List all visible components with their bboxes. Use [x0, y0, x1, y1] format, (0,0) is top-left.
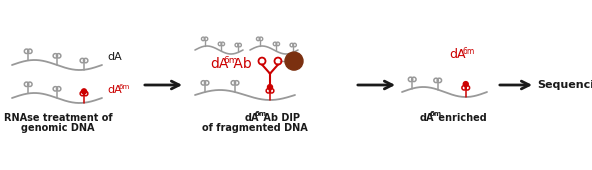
Text: 6m: 6m	[255, 112, 267, 117]
Text: Sequencing: Sequencing	[537, 80, 592, 90]
Circle shape	[285, 52, 303, 70]
Circle shape	[82, 89, 86, 94]
Text: dA: dA	[210, 57, 229, 71]
Circle shape	[464, 82, 468, 87]
Text: of fragmented DNA: of fragmented DNA	[202, 123, 308, 133]
Text: 6m: 6m	[430, 112, 442, 117]
Text: genomic DNA: genomic DNA	[21, 123, 95, 133]
Text: dA: dA	[245, 113, 259, 123]
Text: dA: dA	[107, 85, 122, 95]
Text: 6m: 6m	[462, 47, 475, 56]
Text: dA: dA	[420, 113, 435, 123]
Text: Ab: Ab	[229, 57, 252, 71]
Text: 6m: 6m	[118, 84, 130, 90]
Text: dA: dA	[107, 52, 122, 62]
Text: 6m: 6m	[224, 56, 238, 65]
Circle shape	[268, 85, 272, 90]
Text: RNAse treatment of: RNAse treatment of	[4, 113, 112, 123]
Text: Ab DIP: Ab DIP	[260, 113, 300, 123]
Text: dA: dA	[450, 48, 466, 62]
Text: enriched: enriched	[435, 113, 487, 123]
